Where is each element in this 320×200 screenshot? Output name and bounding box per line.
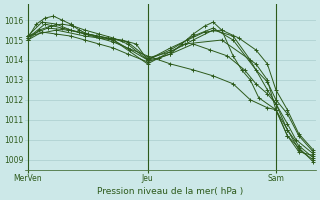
X-axis label: Pression niveau de la mer( hPa ): Pression niveau de la mer( hPa ) — [97, 187, 244, 196]
